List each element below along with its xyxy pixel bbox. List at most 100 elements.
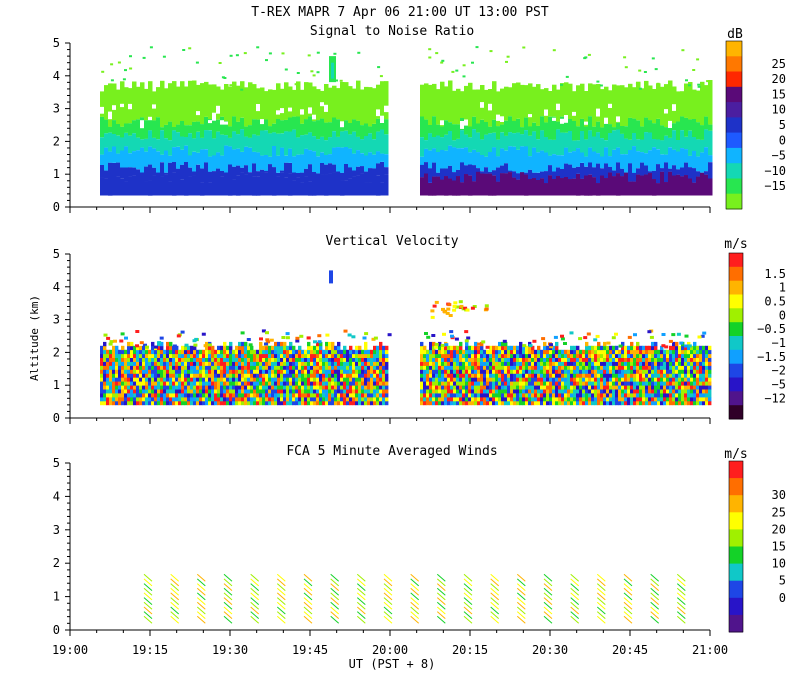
vv-cell	[115, 349, 119, 355]
vv-cell	[166, 400, 170, 406]
vv-cell	[133, 397, 137, 402]
wind-barb	[676, 597, 686, 605]
vv-cell	[537, 381, 541, 386]
vv-cell	[516, 361, 520, 366]
vv-cell	[423, 357, 427, 362]
vv-cell	[127, 349, 131, 355]
vv-cell	[130, 377, 134, 382]
vv-cell	[447, 357, 451, 362]
wind-barb	[463, 606, 473, 615]
vv-cell	[591, 385, 595, 390]
vv-cell	[678, 361, 682, 366]
vv-cell	[696, 381, 700, 386]
vv-cell	[130, 353, 134, 358]
vv-cell	[504, 341, 508, 347]
vv-cell	[337, 345, 341, 351]
vv-cell	[247, 361, 251, 366]
vv-cell	[322, 381, 326, 386]
snr-speck	[706, 80, 710, 83]
vv-cell	[654, 393, 658, 398]
vv-cell	[223, 353, 227, 358]
vv-cell	[172, 377, 176, 382]
vv-cell	[199, 373, 203, 378]
vv-cell	[510, 385, 514, 390]
vv-cell	[588, 365, 592, 370]
vv-cell	[441, 357, 445, 362]
vv-cell	[256, 373, 260, 378]
wind-barb	[196, 615, 206, 624]
vv-cell	[121, 389, 125, 394]
vv-cell	[678, 345, 682, 351]
vv-cell	[226, 393, 230, 398]
vv-cell	[313, 381, 317, 386]
snr-cell	[464, 85, 469, 125]
snr-cell	[324, 122, 329, 141]
snr-cell	[360, 173, 365, 196]
wind-barb	[356, 606, 366, 615]
snr-cell	[260, 87, 265, 120]
wind-barb	[330, 601, 340, 610]
vv-cell	[184, 345, 188, 351]
vv-cell	[420, 341, 424, 347]
vv-cell	[666, 357, 670, 362]
vv-cell	[492, 377, 496, 382]
vv-cell	[346, 357, 350, 362]
vv-cell	[630, 389, 634, 394]
vv-cell	[253, 369, 257, 374]
wind-barb	[650, 592, 660, 601]
vv-speck	[583, 336, 588, 340]
snr-cell	[628, 139, 633, 150]
vv-cell	[534, 393, 538, 398]
vv-cell	[277, 389, 281, 394]
vv-speck	[317, 340, 322, 344]
vv-cell	[654, 369, 658, 374]
vv-cell	[639, 353, 643, 358]
vv-cell	[690, 377, 694, 382]
vv-cell	[169, 365, 173, 370]
snr-cell	[536, 139, 541, 153]
vv-cell	[277, 385, 281, 390]
vv-cell	[310, 385, 314, 390]
vv-cell	[280, 393, 284, 398]
snr-cell	[584, 91, 589, 127]
vv-cell	[588, 385, 592, 390]
vv-cell	[100, 377, 104, 382]
vv-cell	[241, 385, 245, 390]
snr-cell	[372, 154, 377, 169]
vv-cell	[337, 361, 341, 366]
snr-cell	[116, 135, 121, 154]
vv-cell	[280, 385, 284, 390]
vv-cell	[672, 349, 676, 355]
snr-cell	[280, 170, 285, 173]
snr-cell	[148, 81, 153, 118]
vv-cell	[543, 397, 547, 402]
vv-cell	[340, 369, 344, 374]
snr-cell	[200, 83, 205, 125]
wind-barb	[650, 606, 660, 615]
vv-cell	[444, 389, 448, 394]
snr-speck	[357, 51, 361, 54]
vv-cell	[304, 381, 308, 386]
vv-cell	[349, 373, 353, 378]
vv-cell	[154, 377, 158, 382]
snr-cell	[580, 131, 585, 153]
vv-speck	[661, 333, 666, 336]
vv-cell	[175, 385, 179, 390]
vv-cell	[202, 381, 206, 386]
vv-cell	[699, 397, 703, 402]
vv-cell	[684, 397, 688, 402]
vv-cell	[636, 369, 640, 374]
vv-cell	[247, 357, 251, 362]
vv-cell	[157, 353, 161, 358]
vv-cell	[495, 373, 499, 378]
vv-speck	[430, 315, 435, 319]
vv-cell	[331, 385, 335, 390]
snr-cell	[448, 145, 453, 166]
vv-cell	[163, 373, 167, 378]
snr-cell	[456, 88, 461, 125]
vv-cell	[615, 373, 619, 378]
vv-cell	[423, 369, 427, 374]
vv-cell	[355, 345, 359, 351]
vv-cell	[241, 389, 245, 394]
vv-cell	[708, 365, 712, 370]
